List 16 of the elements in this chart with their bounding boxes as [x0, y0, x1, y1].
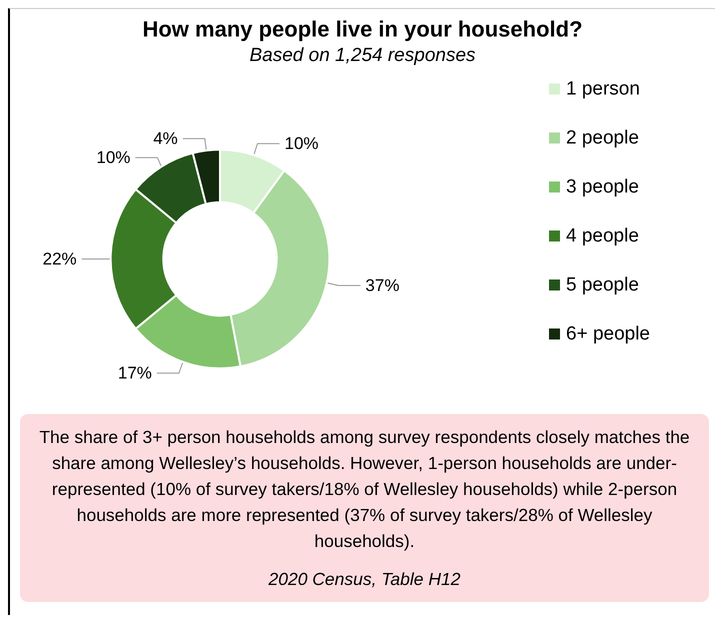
data-label: 10% [96, 148, 130, 168]
legend-label: 5 people [566, 274, 639, 296]
text: 2020 Census, Table H12 [268, 568, 462, 591]
legend-label: 6+ people [566, 324, 650, 344]
data-label: 37% [365, 276, 400, 295]
data-label: 17% [118, 364, 152, 383]
chart-subtitle: Based on 1,254 responses [249, 45, 476, 66]
legend-label: 4 people [566, 226, 639, 246]
data-label: 10% [284, 134, 319, 154]
data-label: 4% [153, 129, 178, 148]
legend-label: 2 people [566, 128, 639, 148]
legend-label: 1 person [566, 78, 640, 100]
chart-title: How many people live in your household? [142, 16, 583, 42]
text: The share of 3+ person households among survey respondents closely matches the share among Wellesley’s households. However, 1-person households are under-represented (10% of survey takers/18% of Wellesley households) while 2-person households are more represented (37% of survey takers/28% of Wellesley households). [38, 426, 691, 553]
legend-label: 3 people [566, 176, 639, 198]
data-label: 22% [42, 250, 77, 268]
